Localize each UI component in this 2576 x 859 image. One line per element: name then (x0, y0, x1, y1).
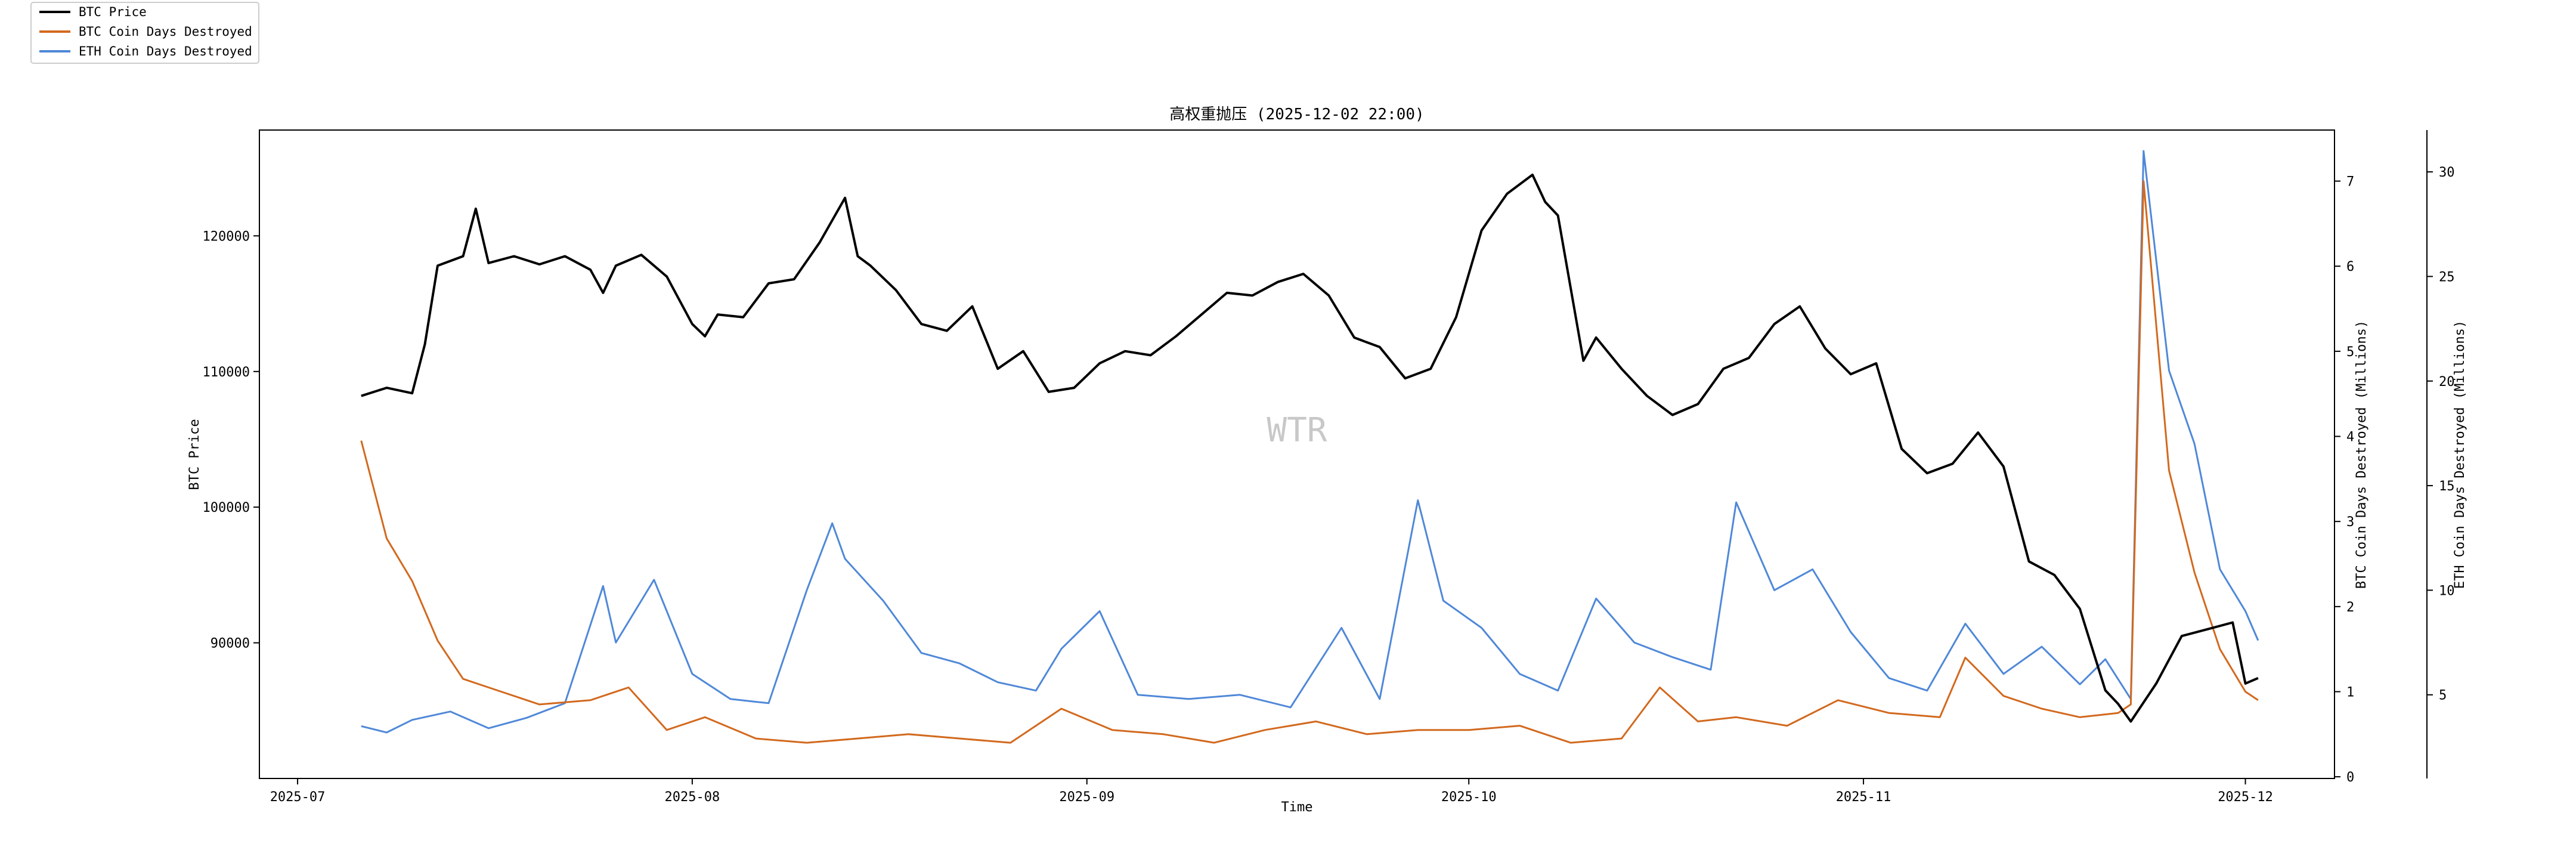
axis-ticks: 2025-07 2025-08 2025-09 2025-10 2025-11 2025-… (203, 165, 2455, 805)
y-right2-tick-label: 15 (2439, 479, 2455, 494)
y-left-tick-label: 90000 (210, 636, 250, 651)
legend-label-btc-cdd: BTC Coin Days Destroyed (79, 24, 252, 39)
y-axis-label-left: BTC Price (187, 419, 202, 490)
y-right1-tick-label: 6 (2346, 259, 2354, 274)
btc-cdd-line (360, 180, 2259, 744)
watermark: WTR (1267, 411, 1327, 450)
y-right1-tick-label: 1 (2346, 685, 2354, 700)
y-left-tick-label: 120000 (203, 229, 250, 244)
y-right2-tick-label: 30 (2439, 165, 2455, 180)
y-right1-tick-label: 7 (2346, 175, 2354, 190)
y-right1-tick-label: 3 (2346, 515, 2354, 530)
y-right1-tick-label: 0 (2346, 770, 2354, 785)
legend-box (30, 2, 259, 64)
y-right2-tick-label: 5 (2439, 688, 2447, 703)
legend-label-btc-price: BTC Price (79, 5, 147, 19)
x-tick-label: 2025-10 (1441, 790, 1497, 805)
y-right1-tick-label: 2 (2346, 600, 2354, 615)
y-axis-label-right-btc-cdd: BTC Coin Days Destroyed (Millions) (2354, 320, 2369, 589)
y-right1-tick-label: 4 (2346, 430, 2354, 445)
x-tick-label: 2025-09 (1059, 790, 1114, 805)
x-tick-label: 2025-11 (1836, 790, 1891, 805)
y-axis-label-right-eth-cdd: ETH Coin Days Destroyed (Millions) (2453, 320, 2467, 589)
legend: BTC Price BTC Coin Days Destroyed ETH Co… (30, 2, 259, 64)
y-left-tick-label: 110000 (203, 365, 250, 380)
legend-label-eth-cdd: ETH Coin Days Destroyed (79, 44, 252, 58)
btc-price-line (361, 174, 2259, 723)
x-tick-label: 2025-08 (665, 790, 720, 805)
series-layer (360, 150, 2259, 744)
y-right1-tick-label: 5 (2346, 345, 2354, 360)
x-tick-label: 2025-07 (270, 790, 326, 805)
chart-title: 高权重抛压 (2025-12-02 22:00) (1169, 106, 1424, 123)
y-right2-tick-label: 25 (2439, 270, 2455, 285)
plot-area-frame (259, 129, 2335, 779)
x-axis-label: Time (1281, 800, 1313, 815)
x-tick-label: 2025-12 (2218, 790, 2273, 805)
eth-cdd-line (361, 150, 2259, 734)
y-right2-tick-label: 20 (2439, 375, 2455, 390)
y-left-tick-label: 100000 (203, 500, 250, 515)
y-right2-tick-label: 10 (2439, 583, 2455, 598)
